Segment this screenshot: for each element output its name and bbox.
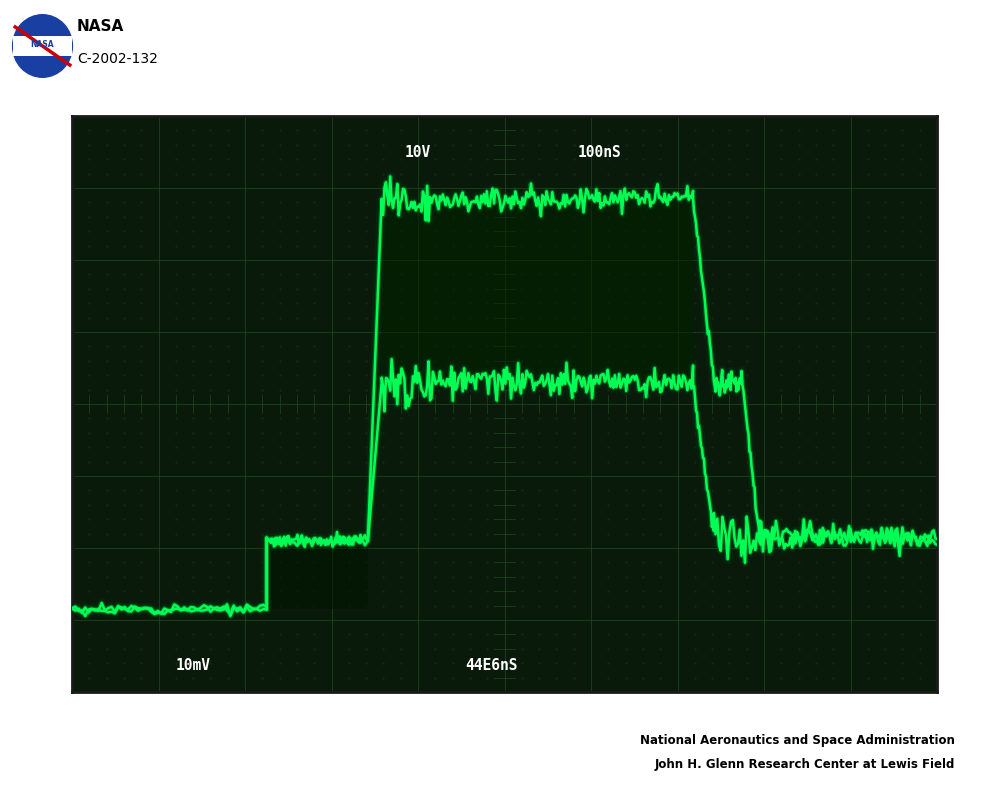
- Text: NASA: NASA: [77, 19, 124, 34]
- FancyBboxPatch shape: [267, 541, 368, 610]
- Text: National Aeronautics and Space Administration: National Aeronautics and Space Administr…: [640, 734, 955, 747]
- FancyBboxPatch shape: [382, 198, 693, 382]
- Text: 10mV: 10mV: [176, 658, 211, 674]
- Text: 100nS: 100nS: [578, 145, 622, 160]
- FancyBboxPatch shape: [72, 116, 937, 692]
- Circle shape: [13, 14, 72, 78]
- FancyBboxPatch shape: [13, 36, 72, 56]
- Text: John H. Glenn Research Center at Lewis Field: John H. Glenn Research Center at Lewis F…: [655, 758, 955, 771]
- Text: C-2002-132: C-2002-132: [77, 52, 158, 66]
- Text: 44E6nS: 44E6nS: [466, 658, 518, 674]
- Text: NASA: NASA: [31, 40, 54, 49]
- Text: 10V: 10V: [405, 145, 431, 160]
